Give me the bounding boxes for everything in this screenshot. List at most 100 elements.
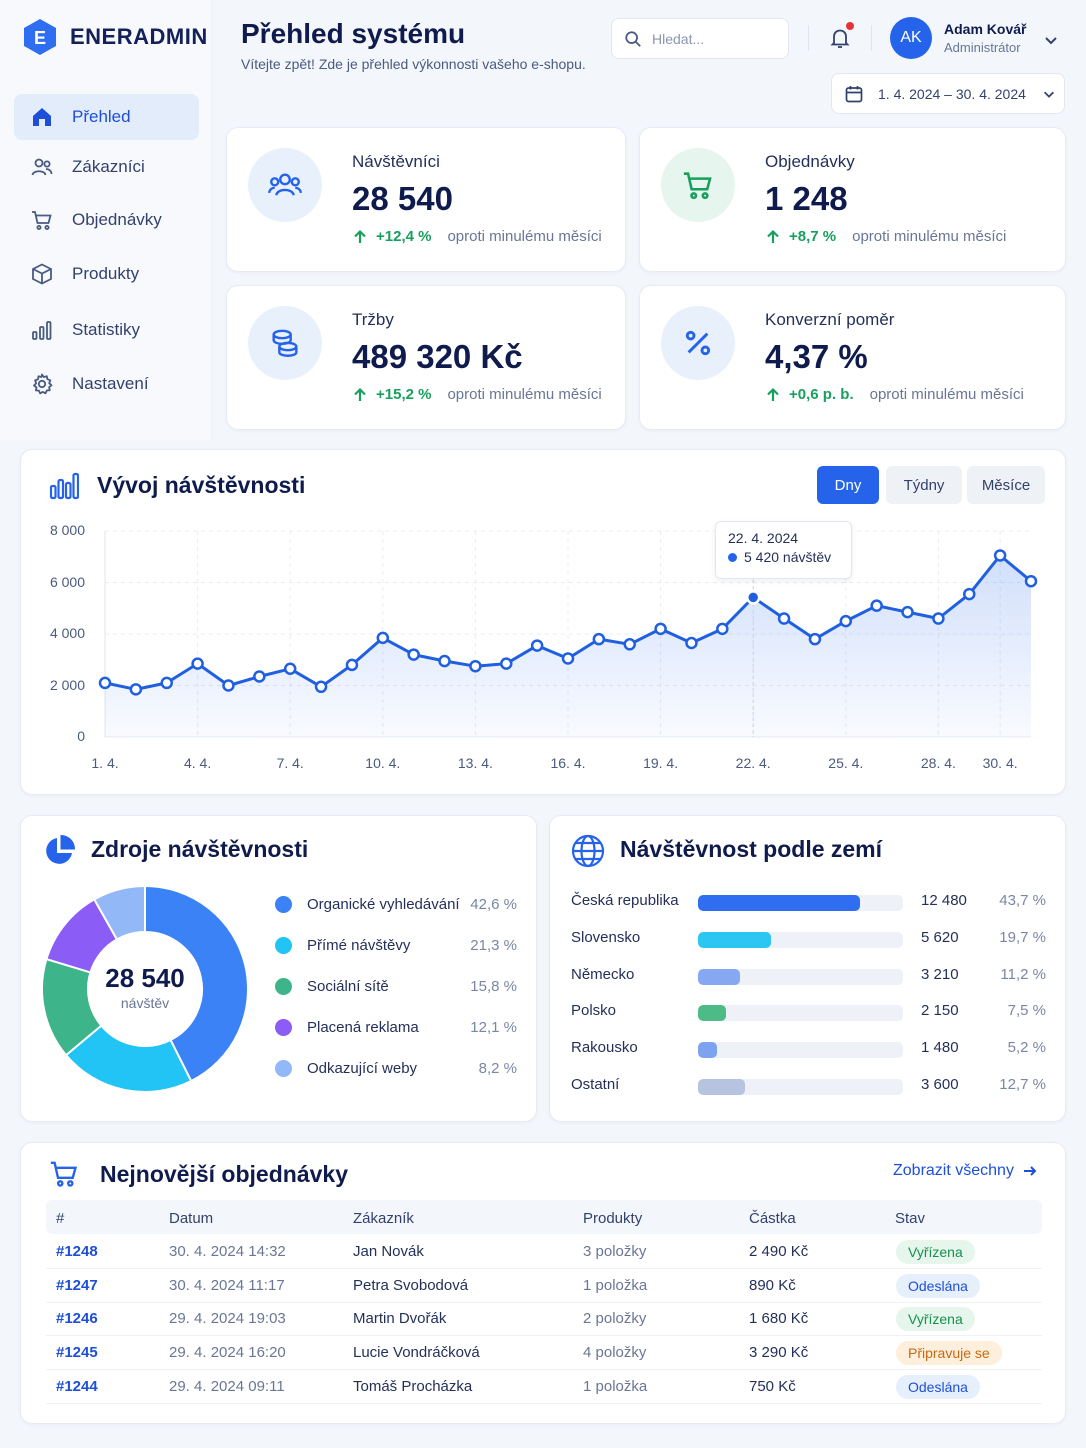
country-bar	[698, 968, 740, 985]
status-badge: Odeslána	[896, 1273, 980, 1298]
data-point[interactable]	[777, 612, 791, 625]
sidebar: E ENERADMIN Přehled Zákazníci Objednávky…	[0, 0, 212, 440]
brand-logo[interactable]: E ENERADMIN	[22, 18, 208, 56]
users-icon	[31, 158, 53, 176]
data-point[interactable]	[222, 679, 235, 692]
search-box[interactable]	[611, 18, 789, 59]
cell-date: 30. 4. 2024 14:32	[169, 1243, 286, 1260]
cell-id[interactable]: #1248	[56, 1243, 98, 1260]
data-point[interactable]	[654, 622, 667, 636]
data-point[interactable]	[808, 632, 822, 646]
data-point[interactable]	[901, 605, 914, 619]
sidebar-item-produkty[interactable]: Produkty	[14, 251, 199, 297]
stat-icon-wrap	[248, 148, 322, 222]
stat-value: 489 320 Kč	[352, 338, 523, 375]
data-point[interactable]	[1024, 574, 1038, 588]
country-bar	[698, 1005, 726, 1022]
data-point[interactable]	[314, 680, 328, 694]
legend-label: Přímé návštěvy	[307, 936, 411, 954]
date-range-picker[interactable]: 1. 4. 2024 – 30. 4. 2024	[831, 73, 1065, 114]
legend-percent: 21,3 %	[470, 936, 517, 954]
data-point[interactable]	[870, 599, 883, 612]
stat-icon-wrap	[661, 148, 735, 222]
table-row[interactable]: #1246 29. 4. 2024 19:03 Martin Dvořák 2 pol…	[46, 1302, 1042, 1337]
x-tick-label: 13. 4.	[457, 755, 493, 771]
range-button-months[interactable]: Měsíce	[967, 466, 1045, 504]
legend-label: Placená reklama	[307, 1018, 419, 1036]
sidebar-item-zakaznici[interactable]: Zákazníci	[14, 144, 199, 190]
table-row[interactable]: #1245 29. 4. 2024 16:20 Lucie Vondráčková 4…	[46, 1336, 1042, 1371]
data-point[interactable]	[129, 683, 143, 696]
data-point[interactable]	[407, 648, 420, 661]
chevron-down-icon[interactable]	[1043, 32, 1059, 48]
country-bar-track	[698, 1079, 903, 1095]
data-point[interactable]	[345, 658, 359, 672]
range-button-weeks[interactable]: Týdny	[886, 466, 962, 504]
view-all-label: Zobrazit všechny	[893, 1162, 1014, 1179]
chart-tooltip: 22. 4. 2024 5 420 návštěv	[715, 521, 852, 579]
avatar[interactable]: AK	[890, 17, 932, 59]
legend-color-dot	[275, 977, 292, 995]
donut-slice[interactable]	[92, 884, 146, 941]
data-point[interactable]	[191, 657, 204, 670]
data-point[interactable]	[530, 639, 544, 652]
data-point[interactable]	[98, 676, 112, 690]
data-point[interactable]	[160, 676, 173, 690]
highlighted-point[interactable]	[745, 590, 761, 605]
data-point[interactable]	[469, 659, 482, 673]
data-point[interactable]	[839, 614, 853, 628]
data-point[interactable]	[592, 632, 606, 646]
data-point[interactable]	[253, 670, 266, 683]
table-row[interactable]: #1244 29. 4. 2024 09:11 Tomáš Procházka 1 p…	[46, 1370, 1042, 1404]
bell-icon[interactable]	[828, 26, 852, 50]
stat-change-compare: oproti minulému měsíci	[869, 386, 1024, 403]
cell-id[interactable]: #1244	[56, 1377, 98, 1395]
home-icon	[33, 108, 51, 126]
y-tick-label: 4 000	[49, 625, 85, 641]
country-visits: 1 480	[921, 1039, 959, 1057]
data-point[interactable]	[685, 636, 698, 650]
sidebar-item-statistiky[interactable]: Statistiky	[14, 307, 199, 353]
sidebar-item-label: Objednávky	[72, 210, 162, 229]
legend-percent: 8,2 %	[478, 1059, 517, 1077]
country-row: Polsko 2 150 7,5 %	[571, 1000, 1046, 1024]
country-percent: 19,7 %	[999, 928, 1046, 946]
data-point[interactable]	[561, 652, 575, 665]
table-row[interactable]: #1248 30. 4. 2024 14:32 Jan Novák 3 položky…	[46, 1235, 1042, 1269]
sidebar-item-prehled[interactable]: Přehled	[14, 94, 199, 140]
y-tick-label: 2 000	[49, 676, 85, 693]
x-tick-label: 4. 4.	[183, 755, 212, 771]
brand-name: ENERADMIN	[70, 24, 208, 49]
logo-hexagon-icon: E	[24, 19, 56, 55]
cell-amount: 2 490 Kč	[749, 1243, 809, 1260]
view-all-orders-link[interactable]: Zobrazit všechny	[893, 1162, 1038, 1180]
sidebar-item-nastaveni[interactable]: Nastavení	[14, 361, 199, 407]
sidebar-item-objednavky[interactable]: Objednávky	[14, 197, 199, 243]
cell-id[interactable]: #1245	[56, 1344, 98, 1362]
cell-id[interactable]: #1247	[56, 1276, 98, 1294]
data-point[interactable]	[716, 622, 729, 636]
data-point[interactable]	[993, 549, 1007, 562]
cell-date: 29. 4. 2024 09:11	[169, 1377, 285, 1395]
x-tick-label: 16. 4.	[550, 755, 586, 771]
search-input[interactable]	[652, 30, 772, 47]
country-percent: 5,2 %	[1007, 1039, 1046, 1057]
data-point[interactable]	[500, 657, 513, 670]
data-point[interactable]	[623, 638, 636, 651]
cell-id[interactable]: #1246	[56, 1310, 98, 1328]
data-point[interactable]	[438, 654, 451, 668]
donut-slice[interactable]	[144, 884, 249, 1083]
range-button-days[interactable]: Dny	[817, 466, 879, 504]
country-bar-track	[698, 1005, 903, 1022]
country-row: Ostatní 3 600 12,7 %	[571, 1074, 1046, 1098]
data-point[interactable]	[283, 662, 297, 676]
arrow-up-icon	[767, 229, 779, 243]
data-point[interactable]	[963, 587, 976, 601]
legend-color-dot	[275, 895, 292, 913]
cell-date: 29. 4. 2024 19:03	[169, 1310, 286, 1328]
table-row[interactable]: #1247 30. 4. 2024 11:17 Petra Svobodová 1 p…	[46, 1269, 1042, 1303]
data-point[interactable]	[376, 631, 390, 645]
column-header-status: Stav	[895, 1210, 926, 1227]
country-name: Ostatní	[571, 1076, 620, 1093]
data-point[interactable]	[932, 612, 945, 625]
